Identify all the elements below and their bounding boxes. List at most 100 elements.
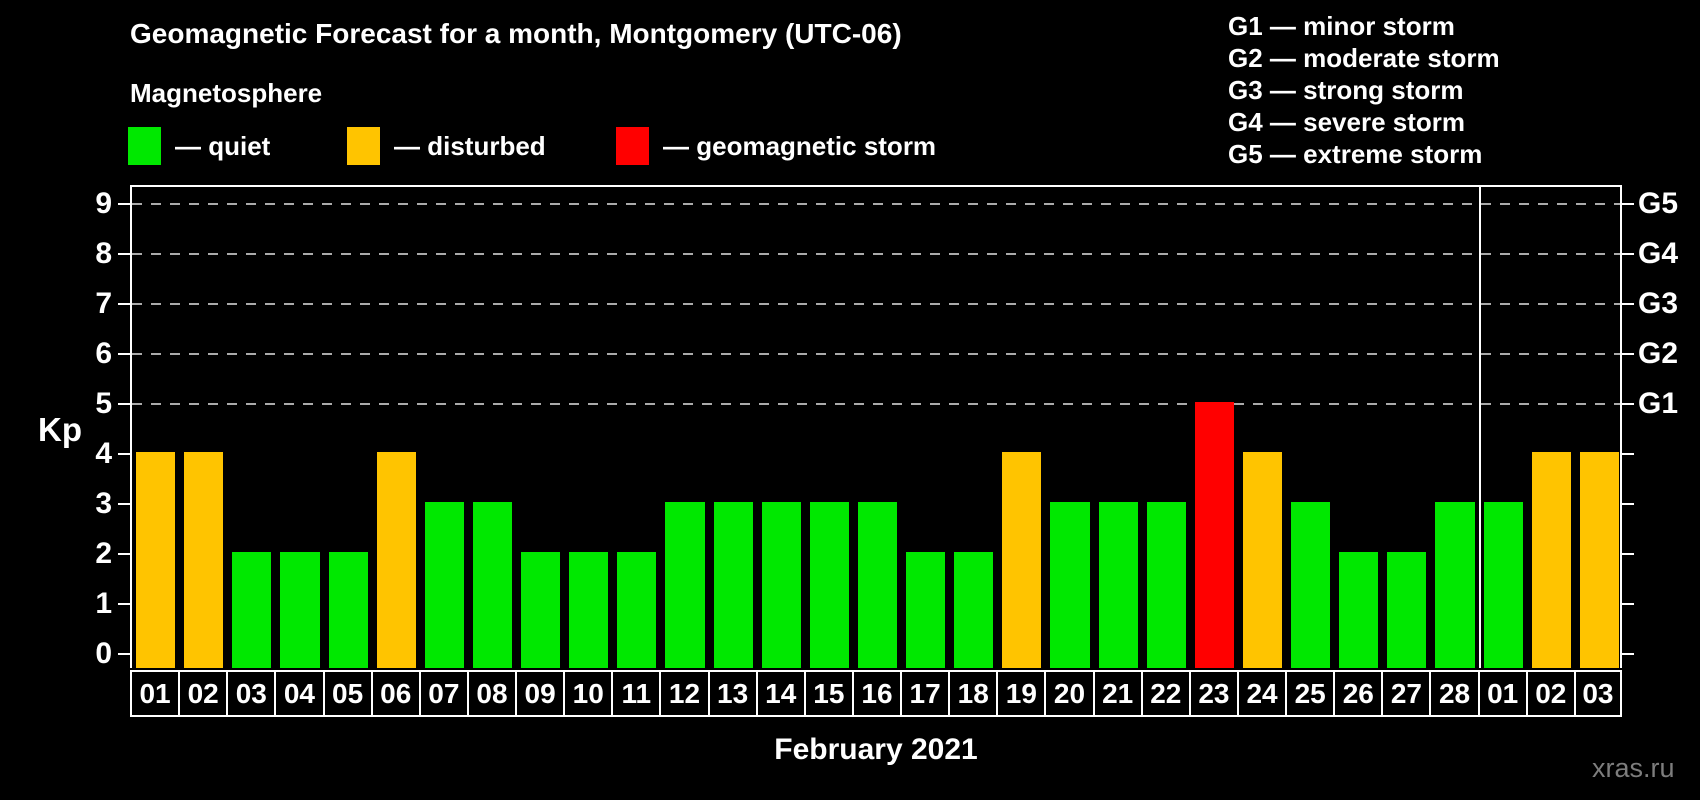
day-label-02: 02 xyxy=(178,670,229,717)
kp-bar-03 xyxy=(232,552,272,668)
kp-bar-10 xyxy=(569,552,609,668)
y-tick-right xyxy=(1622,303,1634,305)
day-label-05: 05 xyxy=(322,670,373,717)
y-tick-label: 9 xyxy=(95,187,112,220)
kp-bar-11 xyxy=(617,552,657,668)
kp-bar-17 xyxy=(906,552,946,668)
kp-bar-06 xyxy=(376,452,416,668)
day-label-21: 21 xyxy=(1092,670,1143,717)
plot-area: 0 1 2 3 4 5 6 7 8 9 G1 G2 G3 G4 G5 xyxy=(95,185,1678,669)
magnetosphere-subtitle: Magnetosphere xyxy=(130,78,323,108)
day-label-09: 09 xyxy=(515,670,566,717)
kp-bar-20 xyxy=(1050,502,1090,668)
y-tick-right xyxy=(1622,603,1634,605)
y-tick-label: 2 xyxy=(95,537,112,570)
kp-bar-05 xyxy=(328,552,368,668)
day-label-next-01: 01 xyxy=(1477,670,1528,717)
kp-bar-27 xyxy=(1387,552,1427,668)
day-label-24: 24 xyxy=(1236,670,1288,717)
kp-bar-02 xyxy=(1531,452,1571,668)
g-axis-label-g5: G5 xyxy=(1638,187,1679,220)
gridline-kp8 xyxy=(132,253,1620,255)
day-label-19: 19 xyxy=(996,670,1047,717)
y-tick-label: 1 xyxy=(95,587,112,620)
day-label-next-02: 02 xyxy=(1525,670,1576,717)
kp-bar-13 xyxy=(713,502,753,668)
kp-bar-02 xyxy=(184,452,224,668)
g3-legend-line: G3 — strong storm xyxy=(1228,75,1464,105)
y-tick-left xyxy=(118,603,130,605)
y-tick-label: 4 xyxy=(95,437,112,470)
kp-bar-01 xyxy=(136,452,176,668)
y-tick-label: 7 xyxy=(95,287,112,320)
y-tick-left xyxy=(118,503,130,505)
kp-bar-25 xyxy=(1291,502,1331,668)
day-label-next-03: 03 xyxy=(1573,670,1622,717)
y-tick-right xyxy=(1622,503,1634,505)
day-label-27: 27 xyxy=(1381,670,1432,717)
y-tick-label: 8 xyxy=(95,237,112,270)
day-label-13: 13 xyxy=(707,670,758,717)
kp-bar-07 xyxy=(424,502,464,668)
day-label-20: 20 xyxy=(1044,670,1095,717)
g-axis-label-g4: G4 xyxy=(1638,237,1679,270)
kp-bar-12 xyxy=(665,502,705,668)
day-label-07: 07 xyxy=(418,670,469,717)
day-label-08: 08 xyxy=(466,670,518,717)
kp-bar-04 xyxy=(280,552,320,668)
kp-bar-15 xyxy=(809,502,849,668)
y-tick-left xyxy=(118,353,130,355)
kp-bar-18 xyxy=(954,552,994,668)
day-label-23: 23 xyxy=(1188,670,1239,717)
gridline-kp9 xyxy=(132,203,1620,205)
y-tick-left xyxy=(118,253,130,255)
kp-bar-03 xyxy=(1579,452,1619,668)
g-axis-label-g1: G1 xyxy=(1638,387,1679,420)
y-tick-right xyxy=(1622,353,1634,355)
page-title: Geomagnetic Forecast for a month, Montgo… xyxy=(130,18,902,49)
y-tick-right xyxy=(1622,453,1634,455)
day-label-04: 04 xyxy=(274,670,325,717)
g2-legend-line: G2 — moderate storm xyxy=(1228,43,1500,73)
g-scale-legend: G1 — minor storm G2 — moderate storm G3 … xyxy=(1228,10,1500,170)
day-label-25: 25 xyxy=(1285,670,1336,717)
day-label-28: 28 xyxy=(1429,670,1480,717)
y-tick-left xyxy=(118,453,130,455)
g1-legend-line: G1 — minor storm xyxy=(1228,11,1455,41)
legend-item-disturbed: — disturbed xyxy=(347,126,546,166)
day-label-11: 11 xyxy=(611,670,662,717)
y-tick-right xyxy=(1622,553,1634,555)
gridline-kp6 xyxy=(132,353,1620,355)
kp-bar-16 xyxy=(857,502,898,668)
month-label: February 2021 xyxy=(774,733,978,766)
kp-bar-24 xyxy=(1242,452,1283,668)
kp-bar-26 xyxy=(1339,552,1379,668)
y-tick-left xyxy=(118,203,130,205)
g-axis-label-g3: G3 xyxy=(1638,287,1679,320)
watermark: xras.ru xyxy=(1592,753,1675,783)
day-label-14: 14 xyxy=(755,670,806,717)
day-axis-row: 01 02 03 04 05 06 07 08 09 10 11 12 13 14 15 16 17 18 19 20… xyxy=(130,670,1622,717)
kp-bar-09 xyxy=(521,552,561,668)
y-tick-right xyxy=(1622,653,1634,655)
g5-legend-line: G5 — extreme storm xyxy=(1228,139,1483,169)
storm-color-swatch xyxy=(616,127,649,165)
day-label-01: 01 xyxy=(130,670,181,717)
quiet-color-swatch xyxy=(128,127,161,165)
y-tick-label: 0 xyxy=(95,637,112,670)
y-tick-right xyxy=(1622,253,1634,255)
kp-bar-28 xyxy=(1435,502,1475,668)
y-tick-left xyxy=(118,653,130,655)
day-label-18: 18 xyxy=(948,670,999,717)
day-label-26: 26 xyxy=(1333,670,1384,717)
y-tick-right xyxy=(1622,203,1634,205)
gridline-kp7 xyxy=(132,303,1620,305)
legend-item-storm: — geomagnetic storm xyxy=(616,126,936,166)
day-label-03: 03 xyxy=(226,670,277,717)
y-tick-label: 6 xyxy=(95,337,112,370)
y-tick-left xyxy=(118,403,130,405)
month-separator-line xyxy=(1478,187,1481,668)
kp-bar-23 xyxy=(1194,402,1234,668)
day-label-16: 16 xyxy=(851,670,903,717)
